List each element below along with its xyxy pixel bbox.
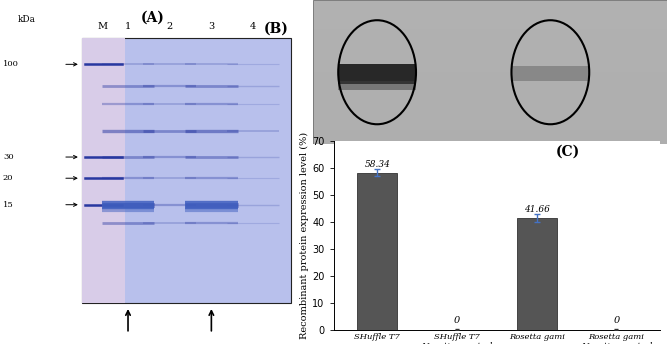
Bar (313, 0, 667, 14)
Text: 41.66: 41.66 (524, 205, 550, 214)
Bar (313, 87, 667, 101)
Bar (313, 116, 667, 130)
Bar (313, 43, 667, 58)
Bar (512, 66, 589, 81)
Text: 20: 20 (3, 174, 13, 182)
Text: 58.34: 58.34 (364, 160, 390, 169)
Bar (313, 58, 667, 72)
Text: 30: 30 (3, 153, 13, 161)
Text: M: M (97, 22, 108, 31)
Bar (313, 130, 667, 144)
Text: 15: 15 (3, 201, 14, 209)
Bar (338, 81, 416, 89)
Text: kDa: kDa (17, 15, 35, 24)
Bar (313, 29, 667, 43)
Bar (82, 38, 291, 303)
Text: 0: 0 (454, 316, 460, 325)
Bar (313, 72, 667, 87)
Text: (B): (B) (264, 22, 289, 36)
Bar (338, 64, 416, 84)
Text: 100: 100 (3, 60, 19, 68)
Text: (C): (C) (556, 145, 580, 159)
Y-axis label: Recombinant protein expression level (%): Recombinant protein expression level (%) (300, 132, 309, 339)
Text: 3: 3 (208, 22, 215, 31)
Bar (82, 38, 125, 303)
Bar (358, 173, 398, 330)
Bar (313, 101, 667, 116)
Text: (A): (A) (141, 10, 165, 24)
Bar (313, 14, 667, 29)
Text: 2: 2 (167, 22, 173, 31)
Text: 4: 4 (250, 22, 256, 31)
Text: 0: 0 (614, 316, 620, 325)
Bar (517, 218, 557, 330)
Text: 1: 1 (125, 22, 131, 31)
